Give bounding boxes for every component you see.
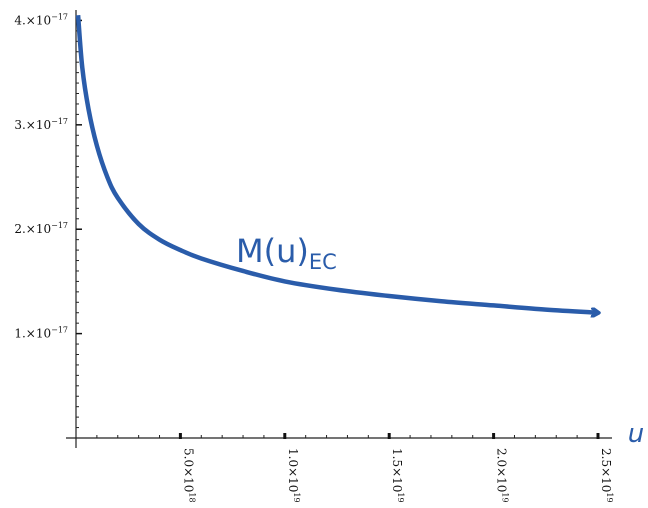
ticks: 5.0×1018 1.0×1019 1.5×1019 2.0×1019 2.5×1019… — [14, 12, 614, 502]
curve-annotation: M(u)EC — [236, 232, 337, 274]
x-tick-label: 2.5×1019 — [599, 448, 614, 503]
x-tick-label: 2.0×1019 — [495, 448, 510, 503]
series-line-0 — [75, 15, 598, 313]
x-tick-label: 1.0×1019 — [286, 448, 301, 503]
series-group — [75, 15, 598, 313]
x-tick-label: 5.0×1018 — [181, 448, 196, 503]
x-tick-label: 1.5×1019 — [390, 448, 405, 503]
x-axis-label: u — [628, 419, 644, 449]
y-tick-label: 1.×10−17 — [14, 326, 68, 341]
annotation-subscript: EC — [309, 250, 337, 274]
y-tick-label: 2.×10−17 — [14, 221, 68, 236]
annotation-main: M(u) — [236, 232, 309, 270]
y-tick-label: 3.×10−17 — [14, 117, 68, 132]
y-tick-label: 4.×10−17 — [14, 12, 68, 27]
